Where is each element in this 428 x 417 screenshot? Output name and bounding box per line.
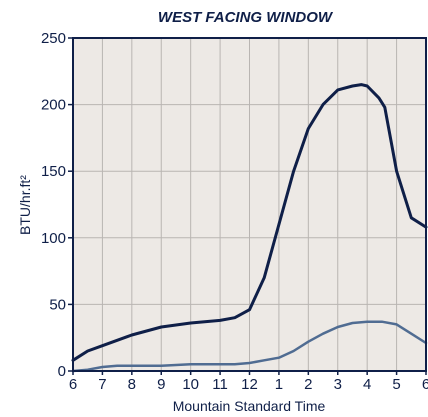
- x-tick-label: 11: [212, 376, 228, 393]
- x-tick-label: 7: [98, 376, 106, 393]
- series-line-1: [71, 83, 428, 362]
- x-tick-label: 10: [182, 376, 199, 393]
- grid: [73, 38, 426, 371]
- x-tick-label: 9: [157, 376, 165, 393]
- x-tick-label: 6: [69, 376, 77, 393]
- y-tick-label: 50: [49, 296, 66, 313]
- x-tick-label: 8: [128, 376, 136, 393]
- x-tick-label: 3: [334, 376, 342, 393]
- x-tick-label: 2: [304, 376, 312, 393]
- series-layer: [71, 83, 428, 373]
- x-tick-label: 12: [241, 376, 258, 393]
- y-tick-label: 150: [41, 163, 66, 180]
- x-tick-label: 6: [422, 376, 428, 393]
- y-tick-label: 0: [58, 363, 66, 380]
- series-line-2: [71, 320, 428, 373]
- y-axis-label: BTU/hr.ft²: [17, 175, 33, 235]
- x-tick-label: 1: [275, 376, 283, 393]
- x-axis-label: Mountain Standard Time: [173, 398, 326, 414]
- y-tick-label: 100: [41, 230, 66, 247]
- x-tick-label: 4: [363, 376, 371, 393]
- x-axis-ticks: 6 7 8 9 10 11 12 1 2 3 4 5 6: [69, 371, 428, 393]
- y-tick-label: 200: [41, 97, 66, 114]
- y-tick-label: 250: [41, 30, 66, 47]
- x-tick-label: 5: [392, 376, 400, 393]
- chart-title: WEST FACING WINDOW: [158, 9, 334, 26]
- y-axis-ticks: 0 50 100 150 200 250: [41, 30, 73, 380]
